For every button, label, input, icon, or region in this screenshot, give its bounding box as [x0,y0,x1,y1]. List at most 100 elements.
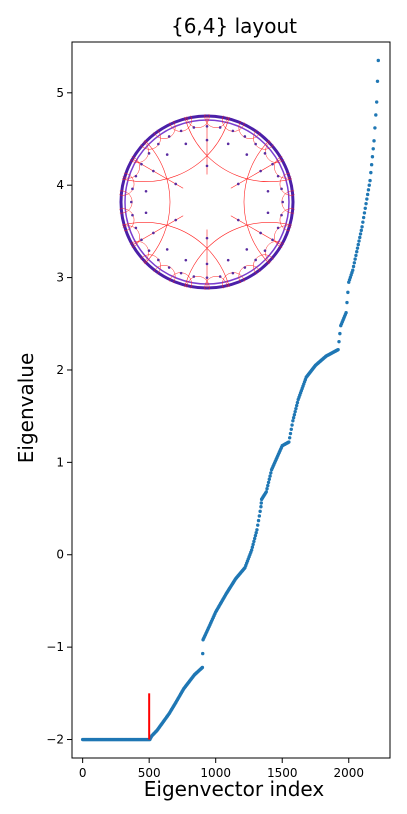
tile-vertex [231,271,235,275]
tile-edge [181,221,295,290]
tile-vertex [192,275,196,278]
data-point [338,331,342,336]
axes-frame [71,41,391,759]
data-point [352,261,357,265]
data-point [376,58,380,63]
tile-vertex [130,200,133,204]
tile-vertex [280,213,283,217]
tile-edge [119,221,233,290]
hyperbolic-tiling-inset [119,114,295,290]
data-point [344,310,348,315]
y-tick-label: 4 [56,178,64,192]
data-point [351,264,356,269]
tile-vertex [184,142,188,146]
data-point [364,201,368,206]
data-point [293,409,297,414]
data-point [374,113,378,117]
data-point [366,188,371,192]
tile-vertex [167,266,171,269]
data-point [200,665,205,670]
tile-vertex [243,266,247,269]
tile-edge [243,114,295,290]
data-point [367,183,371,187]
data-point [259,505,263,509]
data-point [201,651,205,656]
data-point [250,545,255,549]
x-axis-ticks: 0 500 1000 1500 2000 [79,758,364,780]
tile-edge [204,114,228,128]
data-point [368,178,372,183]
data-point [254,531,258,535]
tile-vertex [174,182,178,186]
tile-vertex [147,249,151,252]
tile-vertex [231,129,235,133]
tile-vertex [205,236,209,240]
data-point [336,347,340,352]
tile-vertex [140,238,143,242]
tile-vertex [245,248,249,251]
tile-vertex [152,169,155,173]
data-point [264,490,268,494]
data-point [258,509,262,514]
data-point [375,79,380,83]
tile-vertex [276,174,280,178]
data-point [249,548,254,552]
tile-vertex [276,226,280,230]
data-point [369,162,374,167]
data-point [355,250,359,254]
tile-vertex [259,169,262,173]
data-point [256,523,260,527]
data-point [359,228,363,233]
data-point [353,257,357,261]
tile-vertex [167,135,171,138]
data-point [266,483,270,488]
tile-vertex [254,258,257,262]
data-point [365,197,369,201]
tile-vertex [226,142,230,146]
tile-vertex [205,138,209,142]
data-point [361,215,366,220]
data-point [292,413,297,417]
data-point [354,253,358,258]
data-point [372,139,376,143]
tile-vertex [236,218,240,222]
data-point [256,518,261,523]
data-point [289,427,293,431]
tile-vertex [254,142,257,146]
tile-vertex [144,211,148,215]
tile-vertex [271,162,274,166]
data-point [287,440,291,444]
tile-vertex [174,218,178,222]
data-point [295,400,300,405]
y-tick-label: 0 [56,548,64,562]
data-points [80,58,380,742]
data-point [365,192,370,197]
chart-title: {6,4} layout [171,14,297,38]
x-axis-label: Eigenvector index [144,777,325,801]
data-point [266,480,271,485]
y-axis-label: Eigenvalue [14,353,38,464]
tile-vertex [218,126,222,129]
data-point [287,436,292,440]
data-point [259,501,263,505]
data-point [253,533,258,538]
data-point [373,126,377,130]
tile-vertex [266,211,270,215]
data-point [291,419,295,423]
tile-vertex [157,258,160,262]
tile-vertex [205,262,209,266]
tile-vertex [157,142,160,146]
tile-edge [119,114,171,290]
data-point [337,339,341,344]
y-tick-label: −1 [46,640,64,654]
x-tick-label: 1000 [200,766,231,780]
tile-vertex [144,189,148,193]
data-point [252,536,257,541]
tile-vertex [259,231,262,235]
data-point [345,300,349,305]
data-point [346,290,350,295]
data-point [269,471,273,475]
x-tick-label: 2000 [333,766,364,780]
tile-vertex [192,126,196,129]
